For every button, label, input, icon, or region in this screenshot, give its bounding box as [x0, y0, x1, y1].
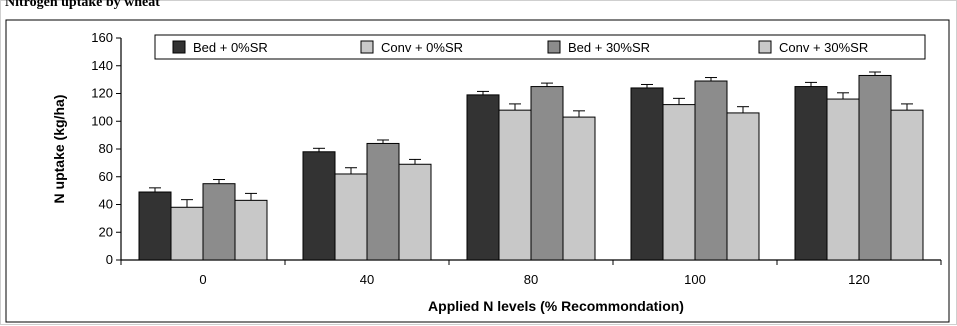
bar [366, 142, 400, 261]
y-tick-label: 80 [99, 141, 113, 156]
x-tick-label: 100 [684, 272, 706, 287]
bar [398, 163, 432, 261]
bar [562, 116, 596, 261]
error-bars [149, 71, 913, 208]
y-tick-label: 40 [99, 197, 113, 212]
bar [858, 74, 892, 261]
y-tick-label: 20 [99, 224, 113, 239]
bar [498, 109, 532, 261]
bar [694, 80, 728, 261]
bar [334, 173, 368, 261]
legend: Bed + 0%SR Conv + 0%SR Bed + 30%SR Conv + 3… [154, 34, 926, 60]
bar [630, 87, 664, 261]
bar [530, 86, 564, 261]
legend-box [154, 34, 926, 60]
legend-label: Conv + 0%SR [381, 40, 463, 55]
legend-label: Conv + 30%SR [779, 40, 868, 55]
x-tick-label: 120 [848, 272, 870, 287]
bar [826, 98, 860, 261]
bar [170, 206, 204, 261]
x-tick-label: 80 [524, 272, 538, 287]
bar [662, 104, 696, 261]
y-ticks: 0 20 40 60 80 100 120 140 160 [91, 30, 121, 267]
legend-swatch [547, 40, 561, 54]
bar [794, 86, 828, 261]
y-tick-label: 160 [91, 30, 113, 45]
x-tick-label: 0 [199, 272, 206, 287]
bar [890, 109, 924, 261]
bar [234, 199, 268, 261]
x-axis-title: Applied N levels (% Recommondation) [428, 298, 684, 314]
bar [202, 183, 236, 261]
x-tick-label: 40 [360, 272, 374, 287]
legend-swatch [360, 40, 374, 54]
legend-swatch [172, 40, 186, 54]
legend-label: Bed + 0%SR [193, 40, 268, 55]
bar [726, 112, 760, 261]
x-ticks: 0 40 80 100 120 [120, 260, 942, 287]
legend-swatch [758, 40, 772, 54]
bar [302, 151, 336, 261]
chart-border [5, 19, 950, 323]
y-tick-label: 140 [91, 58, 113, 73]
figure-caption: Nitrogen uptake by wheat [5, 0, 160, 9]
y-tick-label: 60 [99, 169, 113, 184]
y-tick-label: 0 [106, 252, 113, 267]
bar [466, 94, 500, 261]
y-axis-title: N uptake (kg/ha) [51, 95, 67, 204]
y-tick-label: 100 [91, 113, 113, 128]
legend-label: Bed + 30%SR [568, 40, 650, 55]
bars [138, 74, 924, 261]
y-tick-label: 120 [91, 86, 113, 101]
bar [138, 191, 172, 261]
